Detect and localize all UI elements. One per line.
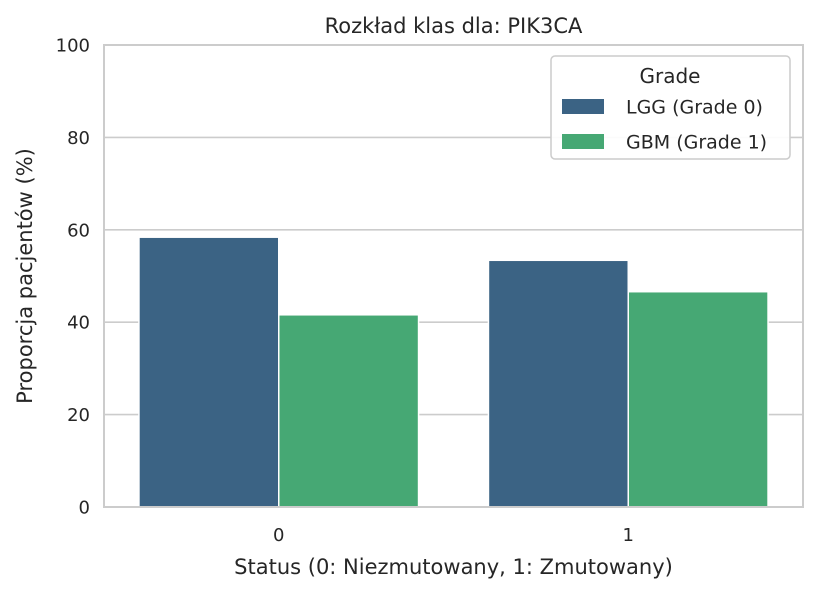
bar-marks <box>138 236 769 508</box>
legend-swatch <box>562 134 604 149</box>
legend-items: LGG (Grade 0) GBM (Grade 1) <box>562 97 767 154</box>
legend-box <box>550 55 791 160</box>
y-tick-label: 40 <box>67 313 90 334</box>
bar-1-0 <box>487 259 630 508</box>
y-tick-labels: 0 20 40 60 80 100 <box>56 36 90 519</box>
y-tick-label: 20 <box>67 405 90 426</box>
y-tick-label: 100 <box>56 36 90 57</box>
y-tick-label: 0 <box>79 498 90 519</box>
bar-0-1 <box>278 314 420 508</box>
x-tick-label: 0 <box>273 525 284 546</box>
plot-frame <box>103 44 804 508</box>
legend-swatch <box>562 99 604 114</box>
x-axis-label: Status (0: Niezmutowany, 1: Zmutowany) <box>234 555 673 579</box>
chart-title: Rozkład klas dla: PIK3CA <box>325 14 583 38</box>
legend-label: GBM (Grade 1) <box>626 132 767 154</box>
legend-label: LGG (Grade 0) <box>626 97 763 119</box>
bar-0-0 <box>138 236 280 508</box>
legend: Grade LGG (Grade 0) GBM (Grade 1) <box>550 55 791 160</box>
x-tick-label: 1 <box>623 525 634 546</box>
legend-title: Grade <box>640 64 701 88</box>
bar-1-1 <box>627 290 769 508</box>
y-tick-label: 80 <box>67 128 90 149</box>
y-tick-label: 60 <box>67 220 90 241</box>
y-axis-label: Proporcja pacjentów (%) <box>13 148 37 404</box>
